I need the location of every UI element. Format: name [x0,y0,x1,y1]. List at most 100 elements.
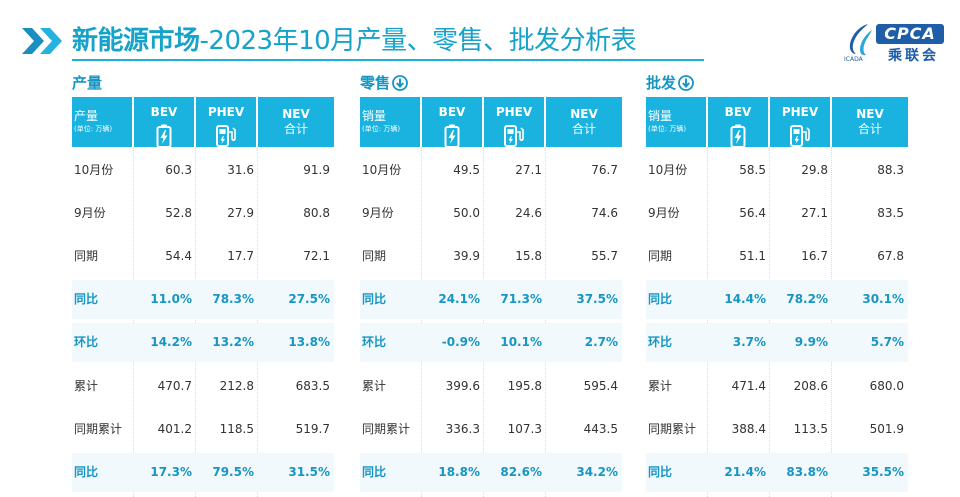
nev-value: 35.5% [862,465,904,479]
unit-label: (单位: 万辆) [362,125,401,133]
nev-value: 83.5 [877,206,904,220]
row-label: 累计 [648,379,673,393]
row-label: 环比 [74,335,99,349]
table-row: 同比 21.4% 83.8% 35.5% [646,451,908,494]
nev-value: 443.5 [583,422,618,436]
section-label: 批发 [646,70,694,96]
row-label: 累计 [362,379,387,393]
battery-icon [156,124,172,148]
section-label: 零售 [360,70,408,96]
section-label: 产量 [72,70,102,96]
phev-value: 78.3% [212,292,254,306]
table-row: 10月份 58.5 29.8 88.3 [646,149,908,192]
bev-value: 11.0% [150,292,192,306]
phev-value: 10.1% [500,335,542,349]
header-bev: BEV [134,97,194,148]
battery-icon [444,124,460,148]
phev-value: 79.5% [212,465,254,479]
phev-value: 212.8 [219,379,254,393]
nev-value: 683.5 [295,379,330,393]
row-label: 同比 [362,465,387,479]
nev-value: 34.2% [576,465,618,479]
nev-label: NEV [856,107,884,121]
table-row: 同比 11.0% 78.3% 27.5% [72,278,334,321]
nev-label: NEV [570,107,598,121]
bev-label: BEV [438,105,466,119]
bev-value: 399.6 [445,379,480,393]
phev-label: PHEV [781,105,819,119]
phev-value: 24.6 [515,206,542,220]
row-label: 同比 [648,465,673,479]
nev-value: 80.8 [303,206,330,220]
bev-value: 401.2 [157,422,192,436]
row-label: 同期 [362,249,387,263]
header-bev: BEV [708,97,768,148]
table-row: 同比 24.1% 71.3% 37.5% [360,278,622,321]
nev-value: 2.7% [584,335,618,349]
bev-value: 14.4% [724,292,766,306]
cpca-emblem-icon [849,24,872,56]
bev-value: 54.4 [165,249,192,263]
row-highlight [72,280,334,319]
phev-value: 13.2% [212,335,254,349]
table-row: 9月份 56.4 27.1 83.5 [646,192,908,235]
corner-label: 销量 [362,109,387,123]
phev-value: 27.9 [227,206,254,220]
row-label: 10月份 [74,163,114,177]
logo-chinese-name: 乘联会 [888,48,939,64]
bev-value: 24.1% [438,292,480,306]
table-row: 同期 54.4 17.7 72.1 [72,235,334,278]
logo-brand: CPCA [876,24,944,44]
phev-value: 195.8 [507,379,542,393]
fuel-pump-charger-icon [504,125,524,147]
table-row: 同期 51.1 16.7 67.8 [646,235,908,278]
phev-value: 31.6 [227,163,254,177]
table-row: 环比 -0.9% 10.1% 2.7% [360,321,622,364]
nev-value: 74.6 [591,206,618,220]
title-rest: -2023年10月产量、零售、批发分析表 [199,26,637,56]
section-label-text: 产量 [72,74,103,92]
bev-value: 18.8% [438,465,480,479]
phev-value: 29.8 [801,163,828,177]
row-highlight [646,280,908,319]
nev-value: 31.5% [288,465,330,479]
row-label: 同比 [74,292,99,306]
nev-value: 91.9 [303,163,330,177]
row-label: 9月份 [74,206,106,220]
phev-value: 113.5 [793,422,828,436]
header-bev: BEV [422,97,482,148]
phev-value: 82.6% [500,465,542,479]
phev-value: 17.7 [227,249,254,263]
table-row: 环比 3.7% 9.9% 5.7% [646,321,908,364]
bev-value: 21.4% [724,465,766,479]
table-row: 同期累计 388.4 113.5 501.9 [646,408,908,451]
section-wholesale: 批发 销量 (单位: 万辆) BEV PHEV NEV 合计 10月份 58.5 29.8 88.3… [646,70,908,497]
table-row: 同比 14.4% 78.2% 30.1% [646,278,908,321]
phev-value: 118.5 [219,422,254,436]
row-label: 9月份 [362,206,394,220]
bev-value: 56.4 [739,206,766,220]
phev-value: 71.3% [500,292,542,306]
nev-value: 595.4 [583,379,618,393]
phev-value: 16.7 [801,249,828,263]
column-divider [195,147,196,497]
column-divider [133,147,134,497]
table-row: 10月份 60.3 31.6 91.9 [72,149,334,192]
page-header: 新能源市场-2023年10月产量、零售、批发分析表 CPCA 乘联会 ICADA [0,0,960,66]
column-divider [769,147,770,497]
bev-value: 471.4 [731,379,766,393]
row-highlight [360,280,622,319]
column-divider [421,147,422,497]
column-divider [483,147,484,497]
table-row: 同期累计 336.3 107.3 443.5 [360,408,622,451]
phev-value: 9.9% [794,335,828,349]
phev-value: 208.6 [793,379,828,393]
column-divider [831,147,832,497]
corner-label: 产量 [74,109,99,123]
header-nev: NEV 合计 [832,97,908,147]
unit-label: (单位: 万辆) [648,125,687,133]
row-label: 10月份 [648,163,688,177]
header-corner: 销量 (单位: 万辆) [646,97,706,147]
row-label: 环比 [362,335,387,349]
column-divider [707,147,708,497]
